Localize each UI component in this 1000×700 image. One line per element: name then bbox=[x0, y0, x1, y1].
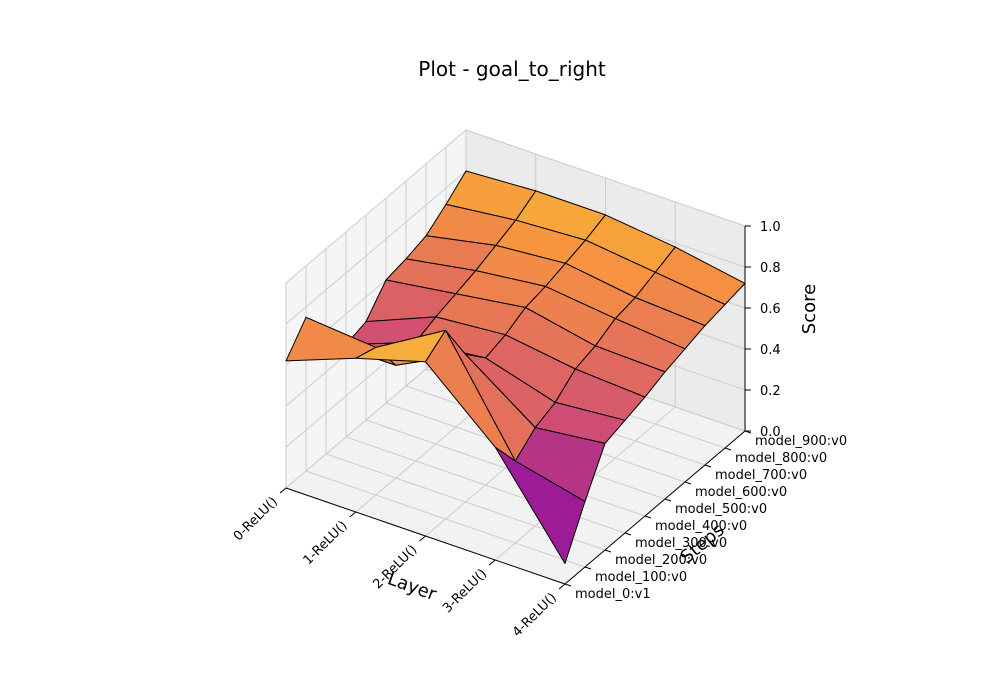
grid-line-wall-score bbox=[285, 129, 467, 284]
layer-tick-mark bbox=[349, 511, 357, 518]
steps-tick-mark bbox=[604, 549, 612, 553]
layer-tick-mark bbox=[279, 487, 287, 494]
grid-line-floor-step bbox=[305, 470, 586, 568]
steps-tick-label: model_400:v0 bbox=[655, 519, 747, 534]
layer-tick-mark bbox=[419, 535, 426, 542]
layer-tick-label: 3-ReLU() bbox=[440, 566, 490, 616]
z-axis-label: Score bbox=[799, 284, 820, 334]
steps-tick-label: model_800:v0 bbox=[735, 451, 827, 466]
grid-line-floor-step bbox=[365, 419, 646, 517]
score-tick-label: 0.6 bbox=[760, 302, 781, 317]
steps-tick-label: model_300:v0 bbox=[635, 536, 727, 551]
score-tick-label: 0.0 bbox=[760, 425, 781, 440]
score-tick-label: 0.8 bbox=[760, 261, 781, 276]
steps-tick-label: model_100:v0 bbox=[595, 570, 687, 585]
steps-tick-mark bbox=[684, 481, 692, 485]
score-tick-label: 1.0 bbox=[760, 220, 781, 235]
score-tick-label: 0.4 bbox=[760, 343, 781, 358]
steps-tick-mark bbox=[724, 447, 732, 451]
steps-tick-label: model_900:v0 bbox=[755, 434, 847, 449]
x-axis-label: Layer bbox=[385, 568, 440, 605]
chart-title: Plot - goal_to_right bbox=[418, 57, 606, 81]
steps-tick-label: model_600:v0 bbox=[695, 485, 787, 500]
surface-patch bbox=[494, 446, 586, 564]
steps-tick-label: model_200:v0 bbox=[615, 553, 707, 568]
steps-tick-mark bbox=[644, 515, 652, 519]
score-tick-label: 0.2 bbox=[760, 384, 781, 399]
steps-tick-mark bbox=[704, 464, 712, 468]
steps-tick-label: model_0:v1 bbox=[575, 587, 651, 602]
grid-line-back-score bbox=[465, 129, 746, 227]
steps-tick-label: model_500:v0 bbox=[675, 502, 767, 517]
steps-tick-label: model_700:v0 bbox=[715, 468, 807, 483]
layer-tick-mark bbox=[488, 559, 496, 566]
grid-line-wall-score bbox=[285, 170, 467, 325]
steps-tick-mark bbox=[584, 566, 592, 570]
layer-tick-label: 0-ReLU() bbox=[231, 494, 281, 544]
surface-mesh bbox=[285, 170, 746, 564]
layer-tick-mark bbox=[558, 583, 566, 590]
steps-tick-mark bbox=[664, 498, 672, 502]
steps-tick-mark bbox=[564, 583, 572, 587]
layer-tick-label: 4-ReLU() bbox=[510, 590, 560, 640]
steps-axis-line bbox=[564, 430, 746, 585]
layer-tick-label: 1-ReLU() bbox=[301, 518, 351, 568]
steps-tick-mark bbox=[624, 532, 632, 536]
